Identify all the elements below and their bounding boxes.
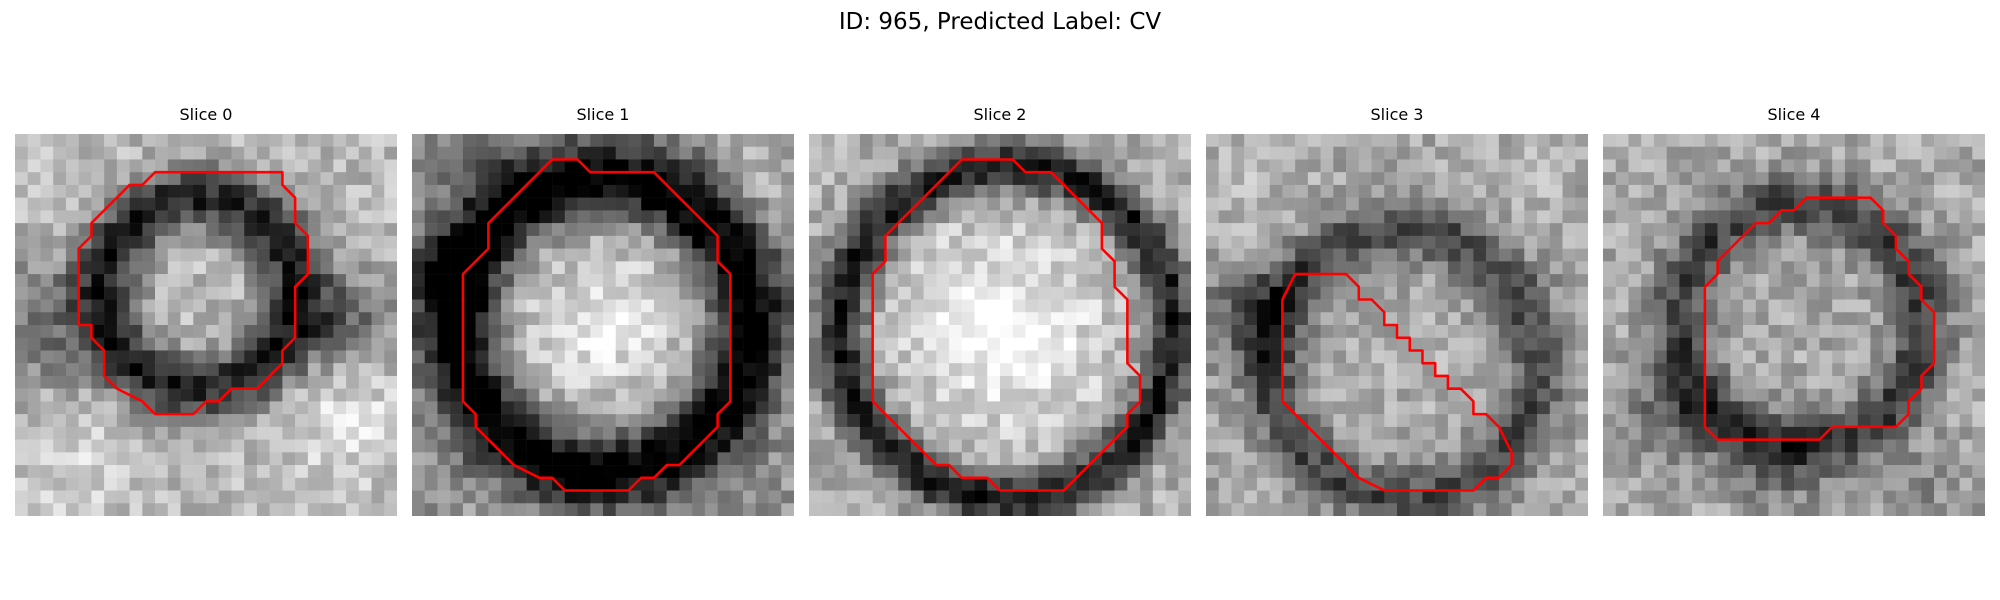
slice-image — [15, 134, 397, 516]
slice-image — [412, 134, 794, 516]
segmentation-contour — [871, 158, 1142, 492]
pixel-grid — [1206, 134, 1588, 516]
segmentation-contour — [1281, 272, 1513, 492]
slice-image — [809, 134, 1191, 516]
slice-image — [1206, 134, 1588, 516]
figure-title: ID: 965, Predicted Label: CV — [838, 9, 1162, 35]
slice-title: Slice 4 — [1767, 105, 1821, 124]
segmentation-contour — [461, 158, 732, 492]
slice-title: Slice 0 — [179, 105, 233, 124]
slice-title: Slice 1 — [576, 105, 630, 124]
slice-title: Slice 3 — [1370, 105, 1424, 124]
pixel-grid — [15, 134, 397, 516]
pixel-grid — [1603, 134, 1985, 516]
segmentation-contour — [1703, 196, 1936, 441]
slice-title: Slice 2 — [973, 105, 1027, 124]
pixel-grid — [809, 134, 1191, 516]
slice-image — [1603, 134, 1985, 516]
pixel-grid — [412, 134, 794, 516]
segmentation-contour — [77, 170, 310, 416]
